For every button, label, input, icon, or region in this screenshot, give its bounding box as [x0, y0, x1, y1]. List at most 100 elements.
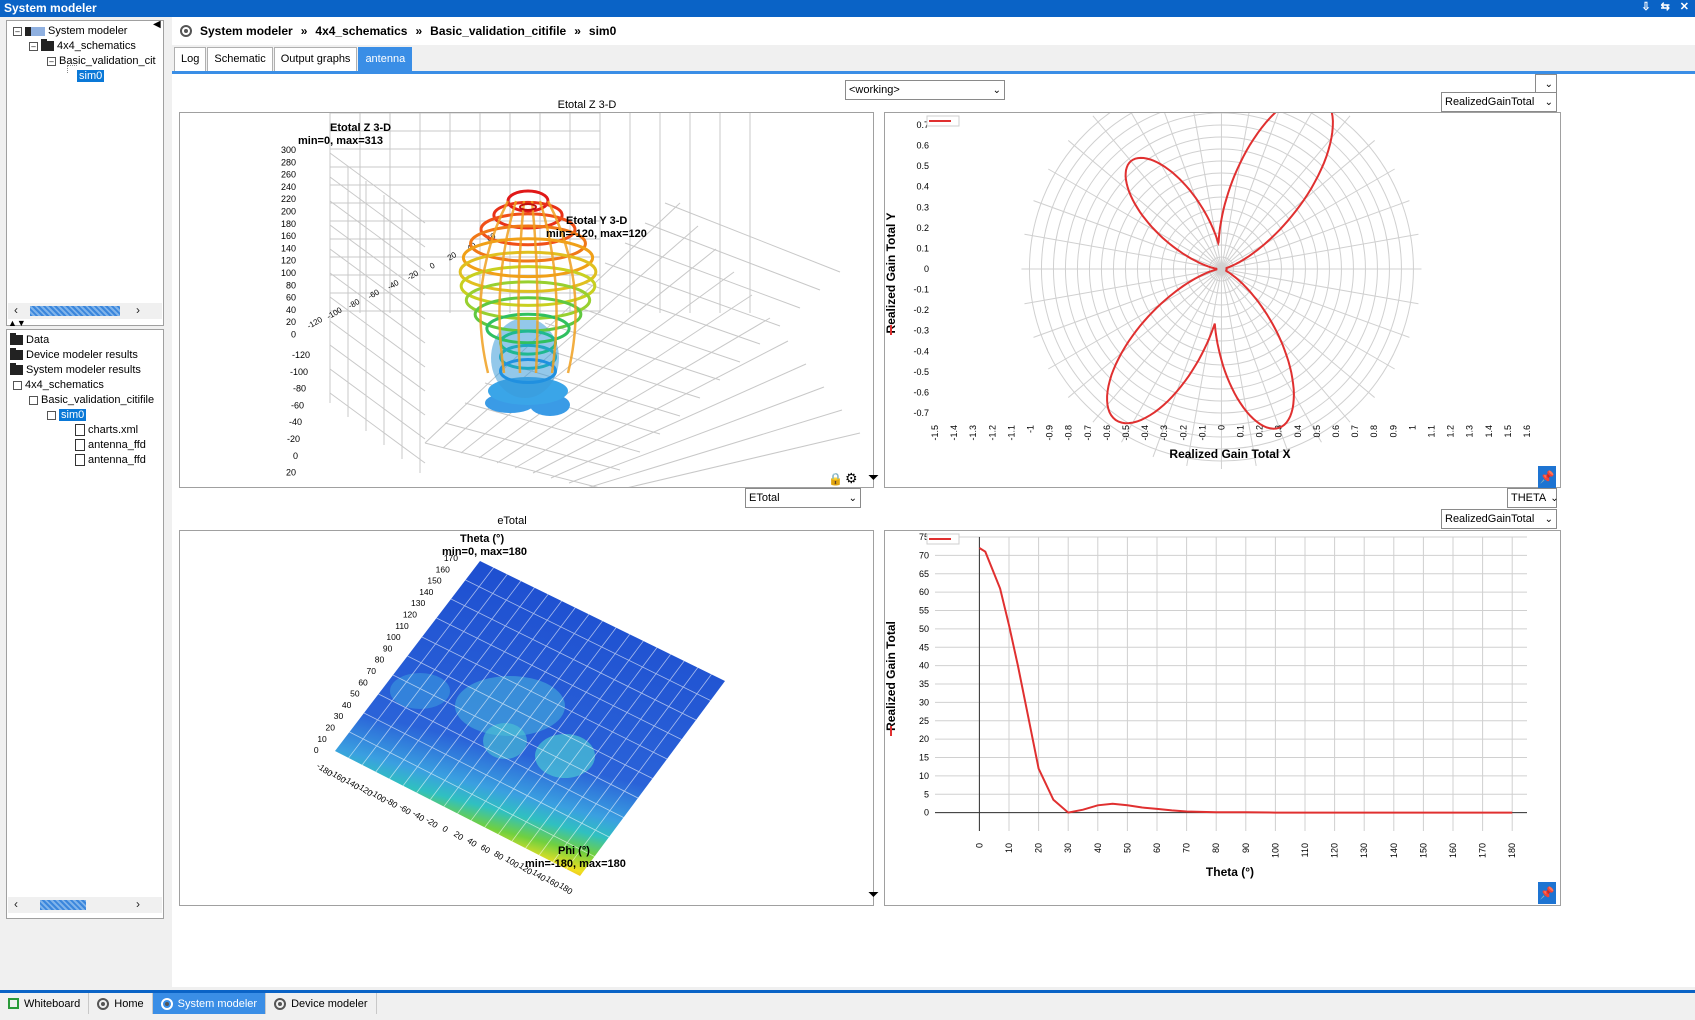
line-x-tick: 100	[1270, 843, 1280, 858]
scroll-right-icon[interactable]: ›	[136, 897, 140, 911]
top-right-dropdown[interactable]: ⌄	[1535, 74, 1557, 94]
theta-dropdown[interactable]: THETA ⌄	[1507, 488, 1559, 508]
system-icon	[25, 26, 45, 36]
realized-gain-dropdown-bottom[interactable]: RealizedGainTotal ⌄	[1441, 509, 1557, 529]
breadcrumb-item[interactable]: 4x4_schematics	[315, 24, 408, 38]
realized-gain-dropdown-top[interactable]: RealizedGainTotal ⌄	[1441, 92, 1557, 112]
plot3d-grid	[329, 113, 861, 487]
tab-log[interactable]: Log	[174, 47, 207, 72]
polar-spoke	[1024, 233, 1222, 270]
tab-schematic[interactable]: Schematic	[207, 47, 273, 72]
lock-icon[interactable]: 🔒	[828, 472, 843, 486]
grid-line	[664, 202, 841, 273]
heatmap-grid-line	[363, 712, 610, 838]
tree-item-basic-validation[interactable]: – Basic_validation_cit	[47, 55, 156, 67]
breadcrumb-item[interactable]: Basic_validation_citifile	[430, 24, 567, 38]
scroll-thumb[interactable]	[30, 306, 120, 316]
tree-scrollbar-top[interactable]: ‹ ›	[8, 303, 162, 319]
polar-x-tick: 1.1	[1427, 425, 1437, 438]
tab-output-graphs[interactable]: Output graphs	[273, 47, 358, 72]
z-tick-label: 140	[281, 243, 296, 253]
polar-x-tick: 0.5	[1312, 425, 1322, 438]
z-tick-label: 160	[281, 231, 296, 241]
x-tick-label: -40	[386, 278, 401, 292]
tree-item-antenna-ffd-2[interactable]: antenna_ffd	[75, 454, 146, 466]
bottom-tab-device-modeler[interactable]: Device modeler	[266, 993, 377, 1014]
line-y-tick: 40	[919, 661, 929, 671]
filter-icon[interactable]: ⏷	[868, 469, 880, 485]
gear-icon[interactable]: ⚙	[845, 470, 858, 486]
polar-y-tick: 0.2	[916, 223, 929, 233]
tree-item-sim0[interactable]: sim0	[77, 70, 105, 82]
scroll-thumb[interactable]	[40, 900, 86, 910]
bottom-tab-system-modeler[interactable]: System modeler	[152, 993, 267, 1014]
line-y-tick: 25	[919, 716, 929, 726]
scroll-left-icon[interactable]: ‹	[14, 897, 18, 911]
tree-scrollbar-bottom[interactable]: ‹ ›	[8, 897, 162, 913]
heatmap-theta-label: Theta (°)	[460, 533, 504, 545]
theta-tick-label: 10	[317, 734, 327, 744]
bottom-tab-whiteboard[interactable]: Whiteboard	[0, 993, 90, 1014]
line-chart-panel[interactable]: 75 70 65 60 55 50 45 40 35 30 25 20 15 10 5 0 0 10 20 30 40…	[884, 530, 1561, 906]
y-tick-label: -120	[292, 350, 310, 360]
polar-x-tick: -0.3	[1159, 425, 1169, 441]
expand-icon[interactable]: –	[47, 56, 56, 66]
polar-x-tick: -1	[1025, 425, 1035, 433]
pin-icon[interactable]: 📌	[1538, 466, 1556, 488]
line-x-label: Theta (°)	[1206, 865, 1254, 879]
plot3d-surface	[458, 189, 598, 416]
theta-tick-label: 120	[403, 610, 417, 620]
surface-ring	[469, 224, 587, 263]
heatmap-panel[interactable]: 170 160 150 140 130 120 110 100 90 80 70 60 50 40 30 20…	[179, 530, 874, 906]
polar-y-label: Realized Gain Total Y	[885, 213, 898, 334]
heatmap-grid-line	[349, 731, 595, 857]
chevron-down-icon: ⌄	[1544, 78, 1553, 90]
line-y-tick: 60	[919, 587, 929, 597]
tab-antenna[interactable]: antenna	[358, 47, 413, 72]
minimize-icon[interactable]: ⇩	[1641, 1, 1651, 13]
scroll-left-icon[interactable]: ‹	[14, 303, 18, 317]
line-x-tick: 50	[1122, 843, 1132, 853]
tree-item-device-modeler-results[interactable]: Device modeler results	[10, 348, 138, 361]
collapse-arrow-icon[interactable]: ◀	[153, 19, 161, 30]
heatmap-grid-line	[421, 636, 668, 760]
tree-item-antenna-ffd-1[interactable]: antenna_ffd	[75, 439, 146, 451]
polar-series-line	[1106, 113, 1334, 430]
polar-x-tick: -1.2	[987, 425, 997, 441]
etotal-dropdown[interactable]: ETotal ⌄	[745, 488, 861, 508]
line-x-tick: 70	[1182, 843, 1192, 853]
expand-icon[interactable]: –	[29, 41, 38, 51]
expand-icon[interactable]: –	[13, 26, 22, 36]
grid-line	[329, 176, 426, 248]
polar-y-ticks: 0.7 0.6 0.5 0.4 0.3 0.2 0.1 0 -0.1 -0.2 -0.3 -0.4 -0…	[913, 120, 929, 418]
filter-icon[interactable]: ⏷	[868, 886, 880, 902]
phi-tick-label: 60	[479, 842, 493, 856]
grid-line	[329, 368, 426, 440]
tree-item-system-modeler[interactable]: – System modeler	[13, 25, 127, 37]
tree-item-data[interactable]: Data	[10, 333, 49, 346]
polar-x-tick: 1.3	[1465, 425, 1475, 438]
breadcrumb-item[interactable]: System modeler	[200, 24, 293, 38]
line-x-tick: 90	[1241, 843, 1251, 853]
tree-item-4x4-schematics[interactable]: – 4x4_schematics	[29, 39, 136, 52]
polar-spoke	[1221, 113, 1313, 270]
tree-item-basic-validation-citifile[interactable]: Basic_validation_citifile	[29, 394, 154, 406]
tree-item-4x4-schematics-results[interactable]: 4x4_schematics	[13, 379, 104, 391]
z-tick-label: 20	[286, 317, 296, 327]
bottom-tab-home[interactable]: Home	[89, 993, 153, 1014]
line-y-tick: 0	[924, 808, 929, 818]
pin-icon[interactable]: 📌	[1538, 882, 1556, 904]
tree-item-charts-xml[interactable]: charts.xml	[75, 424, 138, 436]
splitter-arrows[interactable]: ▲▼	[8, 318, 26, 328]
line-x-tick: 160	[1448, 843, 1458, 858]
polar-chart-panel[interactable]: 0.7 0.6 0.5 0.4 0.3 0.2 0.1 0 -0.1 -0.2 -0.3 -0.4 -0…	[884, 112, 1561, 488]
tree-item-system-modeler-results[interactable]: System modeler results	[10, 363, 141, 376]
working-dropdown[interactable]: <working> ⌄	[845, 80, 1005, 100]
breadcrumb-item[interactable]: sim0	[588, 24, 617, 38]
close-icon[interactable]: ✕	[1679, 1, 1689, 13]
scroll-right-icon[interactable]: ›	[136, 303, 140, 317]
project-tree-panel: – System modeler – 4x4_schematics – Basi…	[6, 20, 164, 326]
restore-icon[interactable]: ⇆	[1660, 1, 1670, 13]
plot3d-panel[interactable]: 300 280 260 240 220 200 180 160 140 120 100 80 60 40 2…	[179, 112, 874, 488]
tree-item-sim0-results[interactable]: sim0	[47, 409, 87, 421]
